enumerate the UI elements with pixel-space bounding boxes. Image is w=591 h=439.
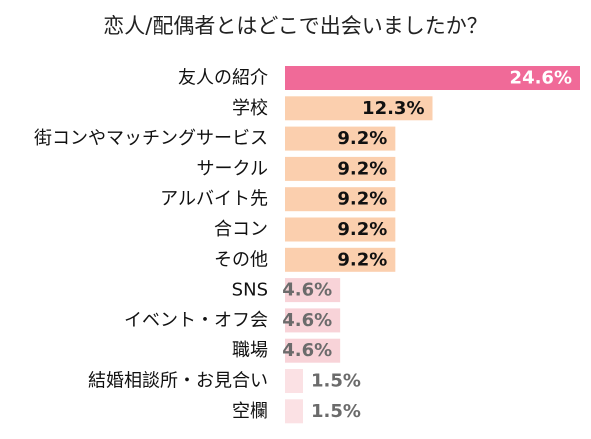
bar (285, 217, 396, 242)
bar (285, 187, 396, 212)
category-label: イベント・オフ会 (124, 310, 268, 331)
bar (285, 156, 396, 181)
category-label: 職場 (232, 340, 268, 361)
value-label: 9.2% (337, 249, 387, 270)
value-label: 24.6% (510, 68, 572, 89)
bar (285, 308, 341, 333)
bar (285, 278, 341, 303)
category-label: 結婚相談所・お見合い (88, 371, 268, 392)
value-label: 9.2% (337, 219, 387, 240)
category-label: SNS (232, 280, 268, 301)
bar (285, 126, 396, 151)
bar (285, 96, 433, 121)
category-label: 空欄 (232, 401, 268, 422)
category-label: アルバイト先 (160, 189, 268, 210)
category-label: 友人の紹介 (178, 68, 268, 89)
bar (285, 66, 580, 90)
bars-layer (285, 66, 580, 424)
value-label: 12.3% (362, 98, 424, 119)
category-label: サークル (197, 158, 268, 179)
labels-layer: 友人の紹介 24.6% 学校 12.3% 街コンやマッチングサービス 9.2% サークル 9.… (34, 68, 572, 422)
category-label: その他 (214, 249, 268, 270)
category-label: 合コン (214, 219, 268, 240)
value-label: 9.2% (337, 158, 387, 179)
value-label: 4.6% (282, 340, 332, 361)
bar (285, 338, 341, 363)
bar (285, 247, 396, 272)
value-label: 1.5% (311, 401, 361, 422)
value-label: 4.6% (282, 280, 332, 301)
chart-title: 恋人/配偶者とはどこで出会いましたか？ (103, 14, 488, 38)
category-label: 学校 (232, 98, 268, 119)
value-label: 1.5% (311, 371, 361, 392)
value-label: 9.2% (337, 189, 387, 210)
bar (285, 369, 303, 393)
value-label: 4.6% (282, 310, 332, 331)
value-label: 9.2% (337, 128, 387, 149)
bar (285, 399, 303, 424)
category-label: 街コンやマッチングサービス (34, 128, 268, 149)
